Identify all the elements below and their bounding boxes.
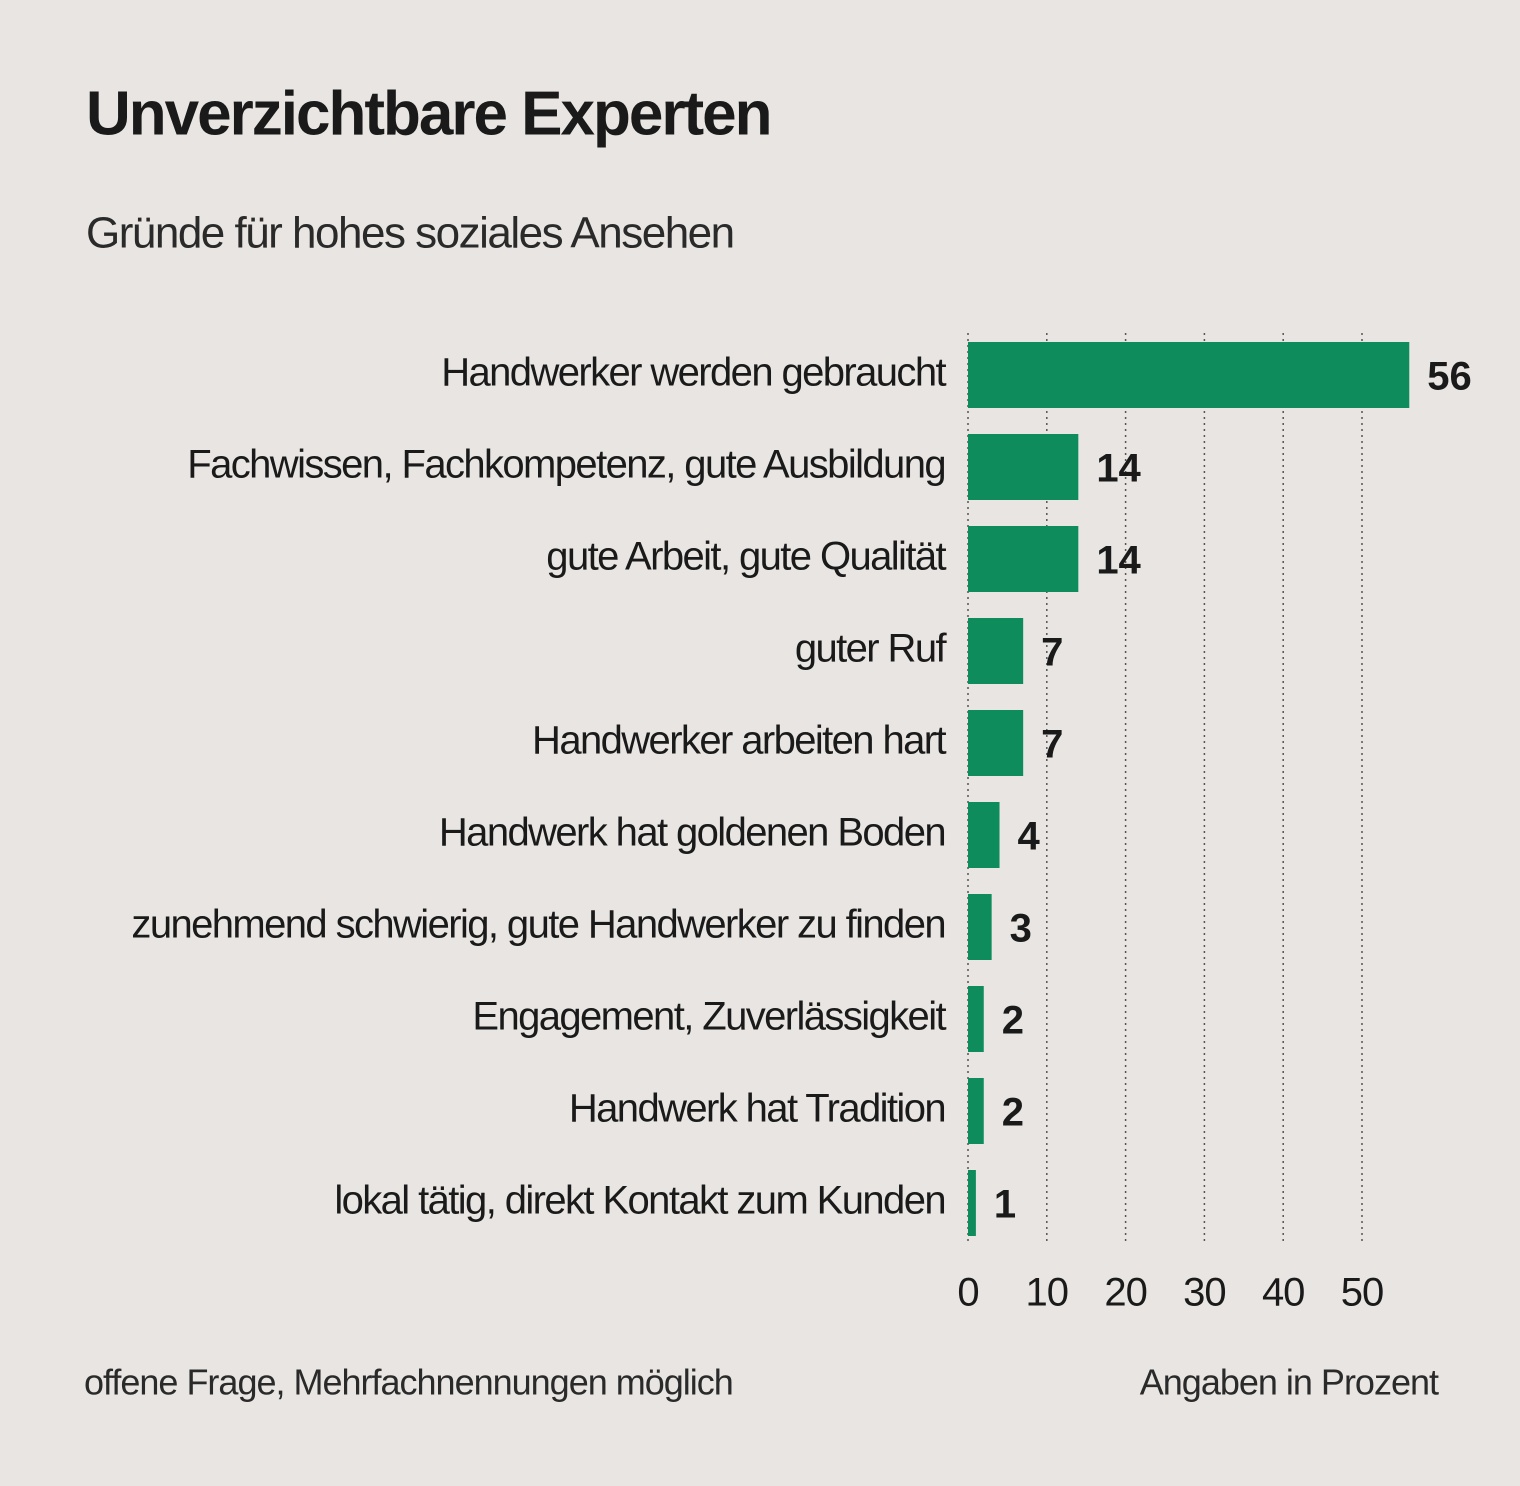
category-label: gute Arbeit, gute Qualität: [546, 535, 946, 579]
value-label: 2: [1002, 1091, 1024, 1135]
bar: [968, 986, 984, 1052]
bar: [968, 802, 1000, 868]
category-label: Handwerk hat goldenen Boden: [439, 811, 945, 855]
bar: [968, 342, 1410, 408]
value-label: 14: [1096, 447, 1141, 491]
unit-note: Angaben in Prozent: [1140, 1362, 1439, 1403]
bar: [968, 618, 1024, 684]
bar: [968, 526, 1079, 592]
bar: [968, 1078, 984, 1144]
bar: [968, 710, 1024, 776]
category-label: zunehmend schwierig, gute Handwerker zu …: [131, 903, 945, 947]
x-tick-label: 0: [957, 1271, 978, 1315]
value-label: 7: [1041, 631, 1063, 675]
footnote: offene Frage, Mehrfachnennungen möglich: [84, 1362, 733, 1403]
value-label: 56: [1427, 355, 1472, 399]
chart-title: Unverzichtbare Experten: [86, 79, 770, 148]
value-label: 1: [994, 1183, 1016, 1227]
category-label: Handwerker arbeiten hart: [532, 719, 946, 763]
category-label: Engagement, Zuverlässigkeit: [472, 995, 946, 1039]
x-tick-label: 50: [1341, 1271, 1384, 1315]
category-label: guter Ruf: [795, 627, 948, 671]
chart-subtitle: Gründe für hohes soziales Ansehen: [86, 209, 734, 258]
bar: [968, 894, 992, 960]
category-label: lokal tätig, direkt Kontakt zum Kunden: [334, 1179, 945, 1223]
bar: [968, 434, 1079, 500]
value-label: 4: [1018, 815, 1041, 859]
x-tick-label: 40: [1262, 1271, 1305, 1315]
category-label: Handwerker werden gebraucht: [441, 351, 946, 395]
x-tick-label: 10: [1026, 1271, 1069, 1315]
value-label: 7: [1041, 723, 1063, 767]
x-tick-label: 30: [1183, 1271, 1226, 1315]
value-label: 2: [1002, 999, 1024, 1043]
category-label: Handwerk hat Tradition: [569, 1087, 945, 1131]
value-label: 14: [1096, 539, 1141, 583]
value-label: 3: [1010, 907, 1032, 951]
category-label: Fachwissen, Fachkompetenz, gute Ausbildu…: [187, 443, 945, 487]
x-tick-label: 20: [1104, 1271, 1147, 1315]
bar: [968, 1170, 976, 1236]
